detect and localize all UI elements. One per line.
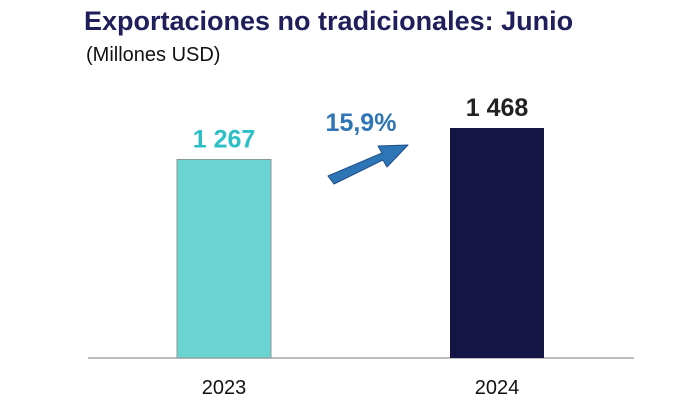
data-label-2023: 1 267 <box>193 125 256 153</box>
bar-2024 <box>450 128 544 358</box>
chart-subtitle: (Millones USD) <box>86 44 221 66</box>
growth-label: 15,9% <box>326 109 397 137</box>
data-label-2024: 1 468 <box>466 94 529 122</box>
x-tick-label-2024: 2024 <box>475 377 520 399</box>
x-tick-label-2023: 2023 <box>202 377 247 399</box>
growth-arrow-icon <box>327 144 409 185</box>
chart-title: Exportaciones no tradicionales: Junio <box>84 6 574 36</box>
bar-2023 <box>176 158 272 359</box>
